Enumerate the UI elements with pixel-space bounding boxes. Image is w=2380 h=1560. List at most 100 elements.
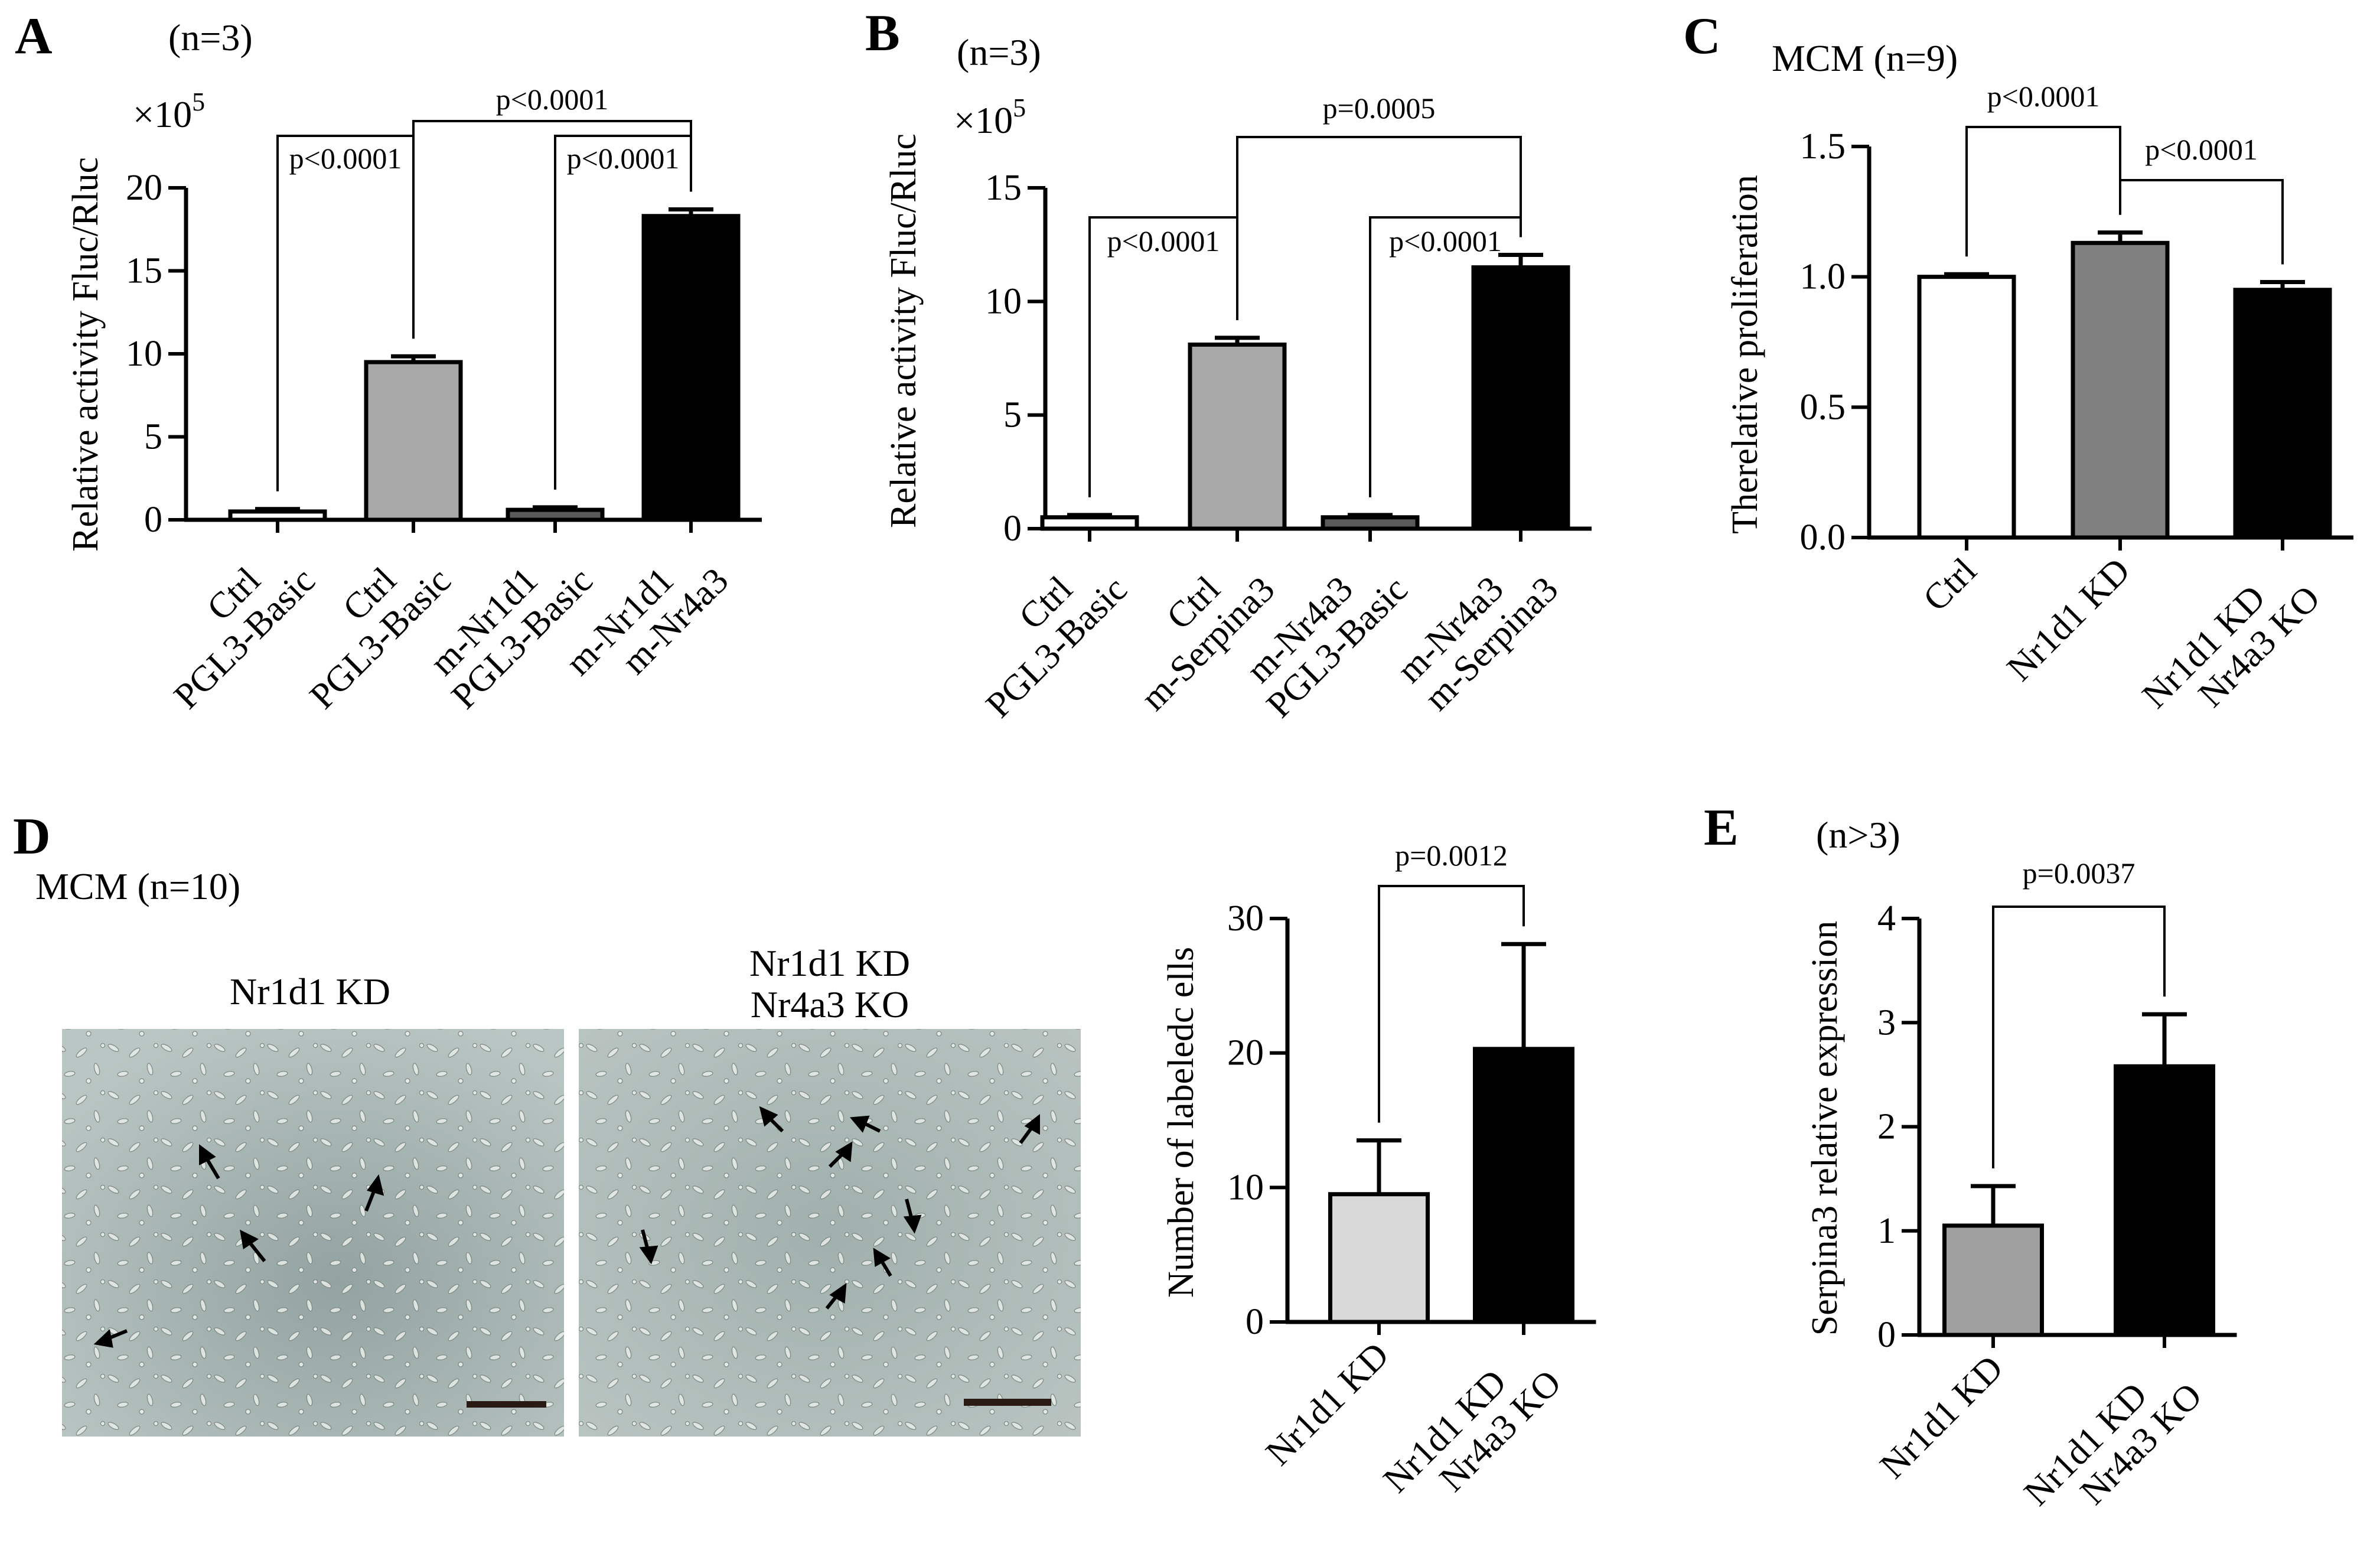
x-tick-label: Nr1d1 KD: [1873, 1348, 2011, 1486]
x-tick-label: m-Nr4a3PGL3-Basic: [1231, 542, 1416, 726]
x-tick-label: CtrlPGL3-Basic: [139, 533, 323, 717]
bar: [1328, 1192, 1430, 1324]
p-value-label: p<0.0001: [496, 83, 609, 116]
y-axis-label: Number of labeledc ells: [1161, 947, 1201, 1298]
panel-letter-d: D: [13, 808, 51, 865]
arrow-markers-right: [639, 1106, 1040, 1310]
significance-bracket: [1378, 885, 1525, 1123]
x-tick-label: CtrlPGL3-Basic: [275, 533, 459, 717]
p-value-label: p<0.0001: [1107, 224, 1220, 258]
y-tick-label: 3: [1877, 1002, 1896, 1043]
significance-bracket: [1992, 906, 2166, 1168]
x-tick-label: Nr1d1 KDNr4a3 KO: [1376, 1335, 1569, 1528]
y-tick-label: 20: [126, 168, 162, 208]
y-axis-label: Relative activity Fluc/Rluc: [883, 133, 924, 528]
y-axis-label: Relative activity Fluc/Rluc: [66, 157, 106, 552]
y-tick-label: 5: [144, 417, 162, 457]
x-tick-label: Nr1d1 KD: [2000, 551, 2138, 689]
y-tick-label: 30: [1227, 898, 1264, 939]
bar: [506, 507, 605, 522]
x-tick-label: CtrlPGL3-Basic: [951, 542, 1135, 726]
y-tick-label: 10: [126, 334, 162, 374]
micrograph-left: [62, 1029, 564, 1437]
p-value-label: p<0.0001: [567, 142, 680, 175]
y-tick-label: 10: [1227, 1167, 1264, 1207]
p-value-label: p=0.0005: [1323, 92, 1436, 125]
bar: [1321, 515, 1420, 531]
chart-panel-d: Number of labeledc ells 0 10 20 30 Nr1d1 KDNr…: [1161, 839, 1596, 1528]
y-axis-label: Serpina3 relative expression: [1805, 921, 1845, 1336]
y-tick-label: 5: [1003, 395, 1022, 435]
p-value-label: p<0.0001: [1987, 80, 2100, 113]
p-value-label: p<0.0001: [1389, 224, 1502, 258]
x-tick-label: m-Nr1d1m-Nr4a3: [558, 533, 736, 711]
micrograph-right: [579, 1029, 1081, 1437]
x-tick-label: m-Nr1d1PGL3-Basic: [416, 533, 601, 717]
n-label: (n=3): [168, 17, 253, 58]
bar: [1188, 342, 1287, 531]
significance-bracket: [1965, 126, 2121, 257]
y-tick-label: 0: [1003, 509, 1022, 549]
y-tick-label: 1: [1877, 1211, 1896, 1251]
panel-letter-e: E: [1704, 799, 1739, 856]
panel-d-images: D MCM (n=10) Nr1d1 KD Nr1d1 KD Nr4a3 KO: [13, 808, 1081, 1437]
axis-multiplier-exponent: 5: [1013, 93, 1026, 122]
chart-panel-e: E (n>3) Serpina3 relative expression 0 1 2 3 4 N…: [1704, 799, 2237, 1541]
y-tick-label: 0: [1246, 1302, 1264, 1342]
y-tick-label: 1.5: [1800, 126, 1846, 167]
x-tick-label: Nr1d1 KDNr4a3 KO: [2135, 551, 2328, 744]
panel-letter-a: A: [15, 8, 53, 65]
n-label: MCM (n=9): [1772, 37, 1958, 79]
image-label-right-line1: Nr1d1 KD: [749, 942, 910, 984]
x-tick-label-line: Nr1d1 KD: [2000, 551, 2138, 689]
n-label: (n>3): [1816, 814, 1900, 856]
x-tick-label: Nr1d1 KD: [1259, 1335, 1397, 1473]
y-tick-label: 4: [1877, 898, 1896, 939]
arrow-markers-left: [93, 1144, 384, 1348]
y-tick-label: 0: [1877, 1315, 1896, 1355]
chart-panel-a: A (n=3) ×105 Relative activity Fluc/Rluc 0 5 1…: [15, 8, 762, 717]
bar: [228, 509, 327, 522]
p-value-label: p<0.0001: [2145, 133, 2258, 166]
significance-bracket: [1236, 136, 1522, 320]
bar: [364, 360, 463, 522]
y-tick-label: 20: [1227, 1033, 1264, 1073]
image-label-left: Nr1d1 KD: [230, 970, 390, 1012]
significance-bracket: [2119, 179, 2284, 265]
x-tick-label: Ctrl: [1916, 551, 1984, 619]
significance-bracket: [412, 120, 692, 339]
p-value-label: p=0.0012: [1395, 839, 1508, 872]
bar: [1040, 515, 1139, 531]
x-tick-label-line: Nr1d1 KD: [1259, 1335, 1397, 1473]
x-tick-label: Ctrlm-Serpina3: [1106, 542, 1282, 718]
y-tick-label: 0.5: [1800, 387, 1846, 427]
y-tick-label: 0: [144, 500, 162, 540]
bar: [1917, 275, 2016, 540]
panel-letter-c: C: [1683, 8, 1721, 65]
panel-letter-b: B: [865, 5, 900, 62]
bar: [1473, 1047, 1574, 1324]
bar: [641, 214, 741, 522]
bar: [2233, 288, 2332, 540]
chart-panel-c: C MCM (n=9) Therelative proliferation 0.0 0.…: [1683, 8, 2353, 744]
y-tick-label: 2: [1877, 1107, 1896, 1147]
x-tick-label-line: Nr1d1 KD: [1873, 1348, 2011, 1486]
x-tick-label: m-Nr4a3m-Serpina3: [1389, 542, 1566, 718]
n-label: (n=3): [957, 31, 1041, 73]
scale-bar-right: [964, 1399, 1051, 1406]
image-label-right-line2: Nr4a3 KO: [751, 983, 909, 1025]
bar: [2071, 240, 2170, 540]
chart-panel-b: B (n=3) ×105 Relative activity Fluc/Rluc 0 5 1…: [865, 5, 1592, 725]
x-tick-label: Nr1d1 KDNr4a3 KO: [2017, 1348, 2210, 1541]
y-tick-label: 15: [985, 168, 1022, 208]
bar: [1942, 1223, 2044, 1337]
scale-bar-left: [467, 1401, 546, 1408]
y-tick-label: 10: [985, 281, 1022, 321]
axis-multiplier: ×105: [954, 93, 1026, 141]
bar: [1471, 265, 1570, 531]
axis-multiplier-exponent: 5: [192, 87, 205, 116]
p-value-label: p=0.0037: [2023, 856, 2136, 890]
y-tick-label: 0.0: [1800, 517, 1846, 558]
y-tick-label: 15: [126, 251, 162, 291]
